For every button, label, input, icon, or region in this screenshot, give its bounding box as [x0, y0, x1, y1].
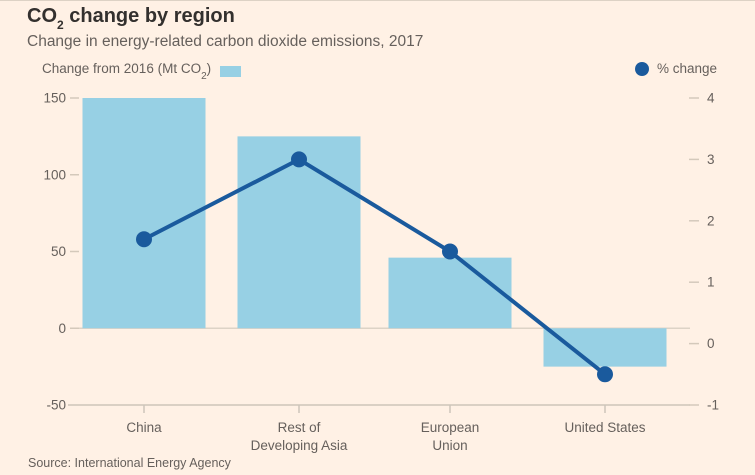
source-note: Source: International Energy Agency — [28, 456, 231, 470]
left-axis-label: 0 — [58, 321, 66, 336]
pct-change-point-3 — [597, 366, 613, 383]
pct-change-point-1 — [291, 151, 307, 168]
pct-change-line — [142, 157, 607, 377]
line-legend-dot-icon — [634, 62, 649, 76]
category-label-1: Developing Asia — [251, 438, 348, 453]
top-border-line — [0, 0, 755, 1]
legend-bar-series: Change from 2016 (Mt CO2) — [42, 61, 242, 82]
title-text-cont: change by region — [63, 5, 235, 27]
chart-subtitle: Change in energy-related carbon dioxide … — [27, 33, 424, 50]
category-label-1: Rest of — [278, 420, 321, 435]
left-axis-label: -50 — [46, 398, 66, 413]
legend-line-series: % change — [634, 61, 717, 76]
bar-legend-swatch-icon — [220, 65, 242, 77]
category-label-3: United States — [564, 420, 645, 435]
left-axis-label: 150 — [43, 91, 66, 106]
bar-3 — [543, 328, 667, 367]
left-axis-label: 100 — [43, 167, 66, 182]
right-axis-label: 1 — [707, 275, 715, 290]
title-subscript: 2 — [57, 18, 64, 32]
bar-0 — [82, 98, 206, 329]
chart-title: CO2 change by region — [27, 5, 235, 32]
bar-legend-label: Change from 2016 (Mt CO2) — [42, 61, 212, 82]
line-legend-label: % change — [656, 61, 717, 76]
right-axis-label: 0 — [707, 336, 715, 351]
right-axis-label: -1 — [707, 398, 719, 413]
category-label-2: Union — [432, 438, 467, 453]
bar-2 — [388, 257, 512, 329]
right-axis-label: 4 — [707, 91, 715, 106]
right-axis-label: 3 — [707, 152, 715, 167]
bar-1 — [237, 136, 361, 329]
left-axis-label: 50 — [51, 244, 66, 259]
right-axis-label: 2 — [707, 213, 715, 228]
title-text: CO — [27, 5, 57, 27]
pct-change-point-2 — [442, 243, 458, 260]
category-label-0: China — [126, 420, 162, 435]
category-label-2: European — [421, 420, 480, 435]
pct-change-point-0 — [136, 231, 152, 248]
